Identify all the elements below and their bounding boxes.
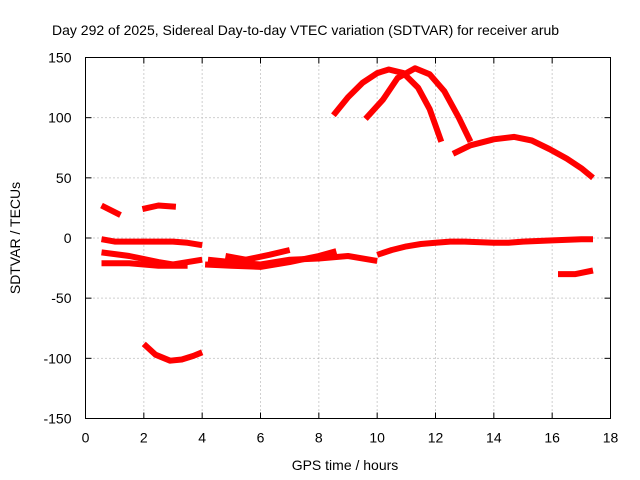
series-short-b bbox=[141, 202, 177, 213]
y-tick-label: -100 bbox=[43, 350, 71, 366]
y-tick-label: -150 bbox=[43, 411, 71, 427]
y-tick-label: -50 bbox=[51, 290, 71, 306]
grid-lines bbox=[85, 57, 611, 419]
x-tick-label: 6 bbox=[257, 430, 265, 446]
x-axis-title: GPS time / hours bbox=[292, 457, 399, 473]
x-tick-label: 4 bbox=[198, 430, 206, 446]
data-series bbox=[100, 65, 595, 364]
x-tick-label: 18 bbox=[603, 430, 619, 446]
x-tick-label: 14 bbox=[486, 430, 502, 446]
series-short-a bbox=[100, 202, 122, 218]
axis-ticks: 0 2 4 6 8 10 12 14 16 18 -150 -100 -50 0 50 100 150 bbox=[43, 50, 618, 446]
series-lower-band-a bbox=[101, 260, 188, 269]
x-tick-label: 12 bbox=[428, 430, 444, 446]
series-arc-a bbox=[331, 66, 445, 143]
y-tick-label: 150 bbox=[48, 50, 72, 66]
series-upper-band bbox=[100, 236, 203, 249]
x-tick-label: 10 bbox=[369, 430, 385, 446]
series-extra-band bbox=[224, 247, 291, 263]
series-dip bbox=[141, 341, 204, 364]
y-tick-label: 50 bbox=[56, 170, 72, 186]
x-tick-label: 2 bbox=[140, 430, 148, 446]
y-tick-label: 100 bbox=[48, 110, 72, 126]
chart-title: Day 292 of 2025, Sidereal Day-to-day VTE… bbox=[52, 22, 559, 38]
series-right-tail bbox=[558, 267, 594, 278]
series-right-band bbox=[376, 236, 593, 258]
series-lower-band-b bbox=[204, 248, 338, 270]
series-arc-b bbox=[363, 65, 474, 144]
x-tick-label: 8 bbox=[315, 430, 323, 446]
series-arc-c bbox=[451, 133, 595, 181]
x-tick-label: 0 bbox=[82, 430, 90, 446]
y-tick-label: 0 bbox=[64, 230, 72, 246]
y-axis-title: SDTVAR / TECUs bbox=[7, 182, 23, 294]
x-tick-label: 16 bbox=[544, 430, 560, 446]
plot-frame bbox=[85, 57, 611, 419]
